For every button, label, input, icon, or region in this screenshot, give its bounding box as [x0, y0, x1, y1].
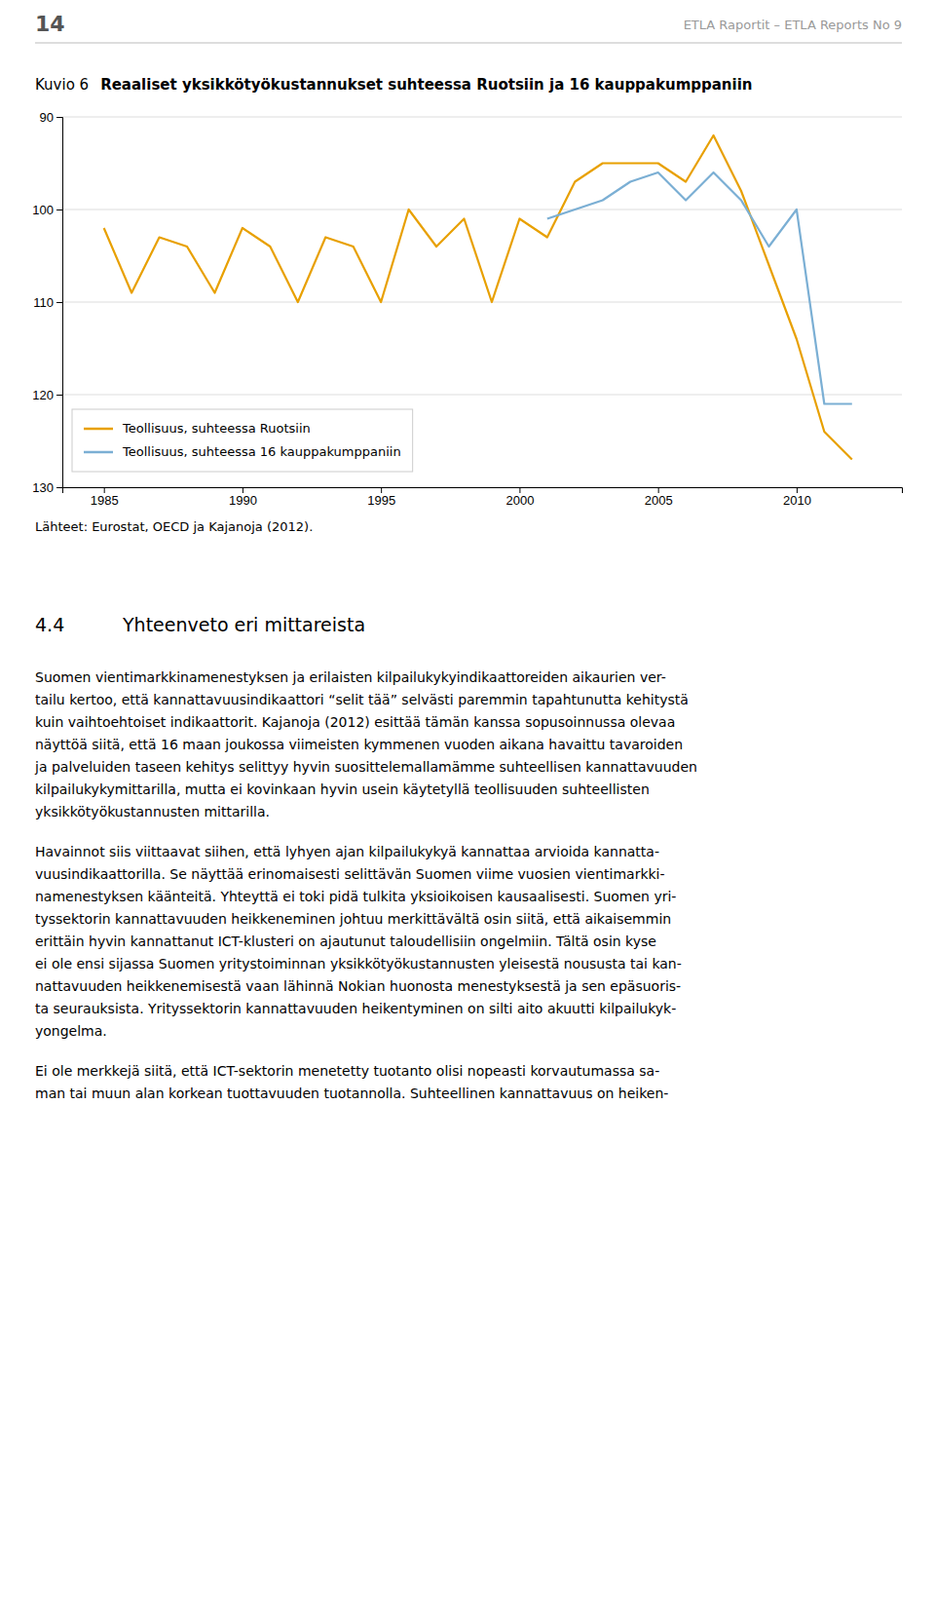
- body-line: yongelma.: [35, 1022, 108, 1039]
- y-tick: 120: [32, 387, 63, 403]
- grid-line: [62, 394, 902, 396]
- x-tick-label: 2010: [783, 492, 812, 508]
- legend-label: Teollisuus, suhteessa 16 kauppakumppanii…: [121, 444, 402, 459]
- section-heading: Yhteenveto eri mittareista: [121, 613, 366, 636]
- body-line: nattavuuden heikkenemisestä vaan lähinnä…: [35, 977, 681, 994]
- page-number: 14: [35, 11, 66, 37]
- x-tick-mark: [104, 486, 106, 493]
- body-line: Ei ole merkkejä siitä, että ICT-sektorin…: [35, 1062, 660, 1079]
- body-line: ta seurauksista. Yrityssektorin kannatta…: [35, 1000, 676, 1016]
- body-line: Suomen vientimarkkinamenestyksen ja eril…: [35, 669, 667, 685]
- x-tick: 1995: [367, 486, 396, 508]
- body-line: yksikkötyökustannusten mittarilla.: [35, 803, 270, 820]
- y-tick-mark: [56, 301, 63, 303]
- legend: Teollisuus, suhteessa Ruotsiin Teollisuus…: [72, 409, 413, 472]
- x-tick-label: 1985: [90, 492, 119, 508]
- legend-swatch: [83, 427, 113, 431]
- body-line: kilpailukykymittarilla, mutta ei kovinka…: [35, 781, 650, 797]
- body-line: näyttöä siitä, että 16 maan joukossa vii…: [35, 736, 683, 752]
- y-tick-label: 110: [33, 295, 54, 310]
- header-rule: [35, 42, 902, 44]
- y-tick: 90: [39, 110, 63, 125]
- body-line: tyssektorin kannattavuuden heikkeneminen…: [35, 910, 672, 927]
- y-tick-mark: [56, 486, 63, 488]
- y-tick-mark: [56, 394, 63, 396]
- body-line: man tai muun alan korkean tuottavuuden t…: [35, 1084, 669, 1101]
- legend-frame: [72, 409, 413, 472]
- grid: [62, 116, 902, 487]
- body-line: vuusindikaattorilla. Se näyttää erinomai…: [35, 865, 666, 882]
- body-line: kuin vaihtoehtoiset indikaattorit. Kajan…: [35, 713, 675, 730]
- legend-label: Teollisuus, suhteessa Ruotsiin: [121, 420, 311, 436]
- x-tick: 2000: [505, 486, 534, 508]
- x-tick-mark: [796, 486, 798, 493]
- y-tick-label: 100: [32, 202, 54, 218]
- x-tick-label: 2000: [505, 492, 534, 508]
- x-tick: 1990: [228, 486, 258, 508]
- y-tick-label: 90: [39, 110, 54, 125]
- body-line: ei ole ensi sijassa Suomen yritystoiminn…: [35, 955, 682, 972]
- header-text: ETLA Raportit – ETLA Reports No 9: [683, 17, 902, 33]
- body-line: Havainnot siis viittaavat siihen, että l…: [35, 843, 660, 860]
- grid-line: [62, 116, 902, 118]
- y-tick: 100: [32, 202, 63, 218]
- x-axis: 1985 1990 1995 2000 2005 2010: [63, 486, 903, 508]
- x-tick-label: 1995: [367, 492, 396, 508]
- x-tick-mark: [242, 486, 244, 493]
- x-tick: 1985: [90, 486, 119, 508]
- y-tick-mark: [56, 209, 63, 211]
- y-axis: 90 100 110 120 130: [32, 110, 63, 495]
- body-line: tailu kertoo, että kannattavuusindikaatt…: [35, 691, 689, 708]
- x-tick-label: 1990: [228, 492, 258, 508]
- x-tick-mark: [519, 486, 521, 493]
- chart-title: Reaaliset yksikkötyökustannukset suhtees…: [100, 75, 752, 94]
- grid-line: [62, 209, 902, 211]
- x-tick-label: 2005: [644, 492, 674, 508]
- source-text: Lähteet: Eurostat, OECD ja Kajanoja (201…: [35, 519, 313, 534]
- y-tick-mark: [56, 116, 63, 118]
- body-line: namenestyksen käänteitä. Yhteyttä ei tok…: [35, 888, 676, 904]
- body-line: ja palveluiden taseen kehitys selittyy h…: [34, 758, 698, 775]
- y-tick: 110: [33, 295, 63, 310]
- section-number: 4.4: [35, 613, 65, 636]
- body-line: erittäin hyvin kannattanut ICT-klusteri …: [35, 933, 657, 949]
- x-tick-mark: [658, 486, 660, 493]
- x-tick: 2005: [644, 486, 674, 508]
- y-axis-line: [56, 117, 64, 488]
- y-tick: 130: [32, 480, 63, 495]
- page: 14 ETLA Raportit – ETLA Reports No 9 Kuvio…: [0, 0, 935, 1600]
- x-axis-line: [63, 487, 903, 494]
- figure-label: Kuvio 6: [35, 75, 89, 94]
- y-tick-label: 130: [32, 480, 54, 495]
- series-line: [547, 172, 853, 405]
- x-tick-mark: [380, 486, 382, 493]
- legend-swatch: [83, 450, 113, 454]
- grid-line: [62, 301, 902, 303]
- x-tick: 2010: [783, 486, 812, 508]
- y-tick-label: 120: [32, 387, 54, 403]
